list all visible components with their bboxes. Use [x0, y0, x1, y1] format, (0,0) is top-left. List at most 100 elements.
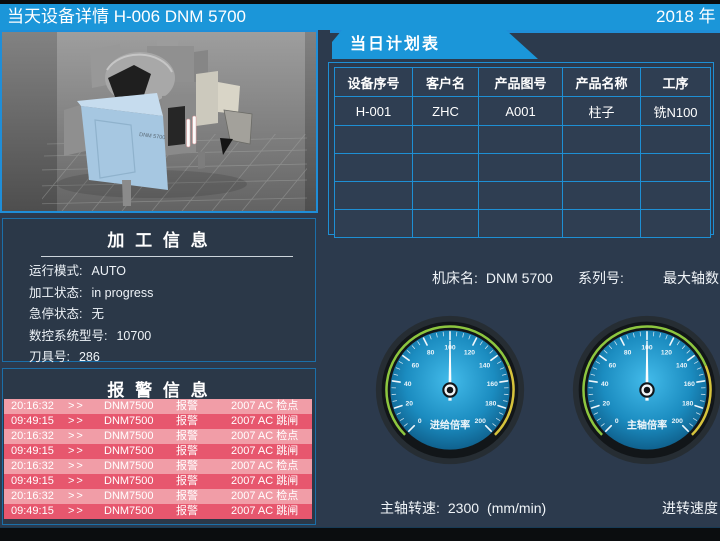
alarm-type: 报警 — [176, 504, 231, 519]
info-field-label: 加工状态: — [29, 286, 82, 300]
alarm-time: 09:49:15 — [4, 474, 68, 489]
plan-table-cell — [413, 126, 479, 154]
plan-table-cell — [335, 126, 413, 154]
spindle-override-gauge-label: 主轴倍率 — [627, 419, 667, 432]
info-field-label: 急停状态: — [29, 307, 82, 321]
spindle-speed-field: 主轴转速:2300(mm/min) — [380, 498, 546, 518]
plan-column-header: 产品图号 — [479, 68, 563, 97]
alarm-device: DNM7500 — [104, 429, 176, 444]
alarm-detail: 2007 AC 检点 — [231, 489, 312, 504]
info-field-label: 刀具号: — [29, 350, 70, 364]
alarm-type: 报警 — [176, 429, 231, 444]
alarm-arrows: >> — [68, 489, 104, 504]
header-bar: 当天设备详情 H-006 DNM 5700 2018 年 — [0, 4, 720, 30]
alarm-arrows: >> — [68, 414, 104, 429]
info-field-value: AUTO — [91, 264, 126, 278]
svg-text:20: 20 — [603, 401, 611, 408]
processing-info-title: 加 工 信 息 — [3, 219, 315, 251]
plan-table-cell — [479, 126, 563, 154]
tab-daily-plan[interactable]: 当日计划表 — [332, 30, 538, 59]
alarm-device: DNM7500 — [104, 444, 176, 459]
bottom-black-strip — [0, 527, 720, 541]
alarm-time: 20:16:32 — [4, 429, 68, 444]
title-underline — [41, 256, 293, 257]
alarm-detail: 2007 AC 跳闸 — [231, 444, 312, 459]
spindle-override-gauge: 020406080100120140160180200主轴倍率 — [570, 313, 720, 467]
svg-text:200: 200 — [475, 418, 486, 425]
info-field: 运行模式: AUTO — [29, 261, 315, 283]
alarm-device: DNM7500 — [104, 474, 176, 489]
plan-table-cell — [563, 126, 641, 154]
plan-table-cell: 铣N100 — [641, 97, 711, 126]
alarm-arrows: >> — [68, 459, 104, 474]
alarm-arrows: >> — [68, 444, 104, 459]
svg-text:200: 200 — [672, 418, 683, 425]
alarm-time: 09:49:15 — [4, 414, 68, 429]
alarm-type: 报警 — [176, 414, 231, 429]
machine-3d-panel: DNM 5700 — [0, 30, 318, 213]
plan-table-cell — [641, 182, 711, 210]
plan-table-cell — [563, 182, 641, 210]
alarm-arrows: >> — [68, 429, 104, 444]
alarm-arrows: >> — [68, 504, 104, 519]
info-field: 刀具号:286 — [29, 347, 315, 369]
plan-column-header: 产品名称 — [563, 68, 641, 97]
svg-text:140: 140 — [676, 362, 687, 369]
alarm-detail: 2007 AC 检点 — [231, 399, 312, 414]
alarm-type: 报警 — [176, 489, 231, 504]
spindle-speed-value: 2300 — [448, 500, 479, 516]
alarm-device: DNM7500 — [104, 459, 176, 474]
plan-table-head: 设备序号客户名产品图号产品名称工序 — [335, 68, 711, 97]
plan-table-cell — [563, 154, 641, 182]
machine-name-label: 机床名: — [432, 270, 478, 286]
svg-text:20: 20 — [406, 401, 414, 408]
info-field-value: in progress — [91, 286, 153, 300]
alarm-detail: 2007 AC 检点 — [231, 429, 312, 444]
feed-override-gauge-svg: 020406080100120140160180200进给倍率 — [373, 313, 527, 467]
alarm-type: 报警 — [176, 474, 231, 489]
svg-text:180: 180 — [682, 401, 693, 408]
plan-table-cell — [413, 154, 479, 182]
svg-text:60: 60 — [609, 362, 617, 369]
svg-text:0: 0 — [418, 418, 422, 425]
svg-text:40: 40 — [404, 381, 412, 388]
plan-table-cell — [335, 154, 413, 182]
info-field-label: 运行模式: — [29, 264, 82, 278]
feed-override-gauge: 020406080100120140160180200进给倍率 — [373, 313, 527, 467]
plan-table-row — [335, 210, 711, 238]
plan-table-cell: 柱子 — [563, 97, 641, 126]
svg-text:80: 80 — [624, 349, 632, 356]
svg-text:40: 40 — [601, 381, 609, 388]
svg-text:80: 80 — [427, 349, 435, 356]
svg-text:0: 0 — [615, 418, 619, 425]
alarm-type: 报警 — [176, 444, 231, 459]
alarm-device: DNM7500 — [104, 489, 176, 504]
series-number-field: 系列号: — [578, 268, 632, 288]
plan-table-cell — [563, 210, 641, 238]
plan-table-header-row: 设备序号客户名产品图号产品名称工序 — [335, 68, 711, 97]
plan-table-cell — [479, 154, 563, 182]
feed-speed-field: 进转速度 — [662, 498, 718, 518]
alarm-device: DNM7500 — [104, 399, 176, 414]
max-axis-label: 最大轴数 — [663, 270, 719, 286]
plan-table-cell: ZHC — [413, 97, 479, 126]
feed-override-gauge-label: 进给倍率 — [430, 419, 470, 432]
info-field-value: 10700 — [116, 329, 151, 343]
alarm-detail: 2007 AC 跳闸 — [231, 474, 312, 489]
alarm-time: 20:16:32 — [4, 399, 68, 414]
daily-plan-title: 当日计划表 — [350, 30, 538, 59]
plan-table-row — [335, 182, 711, 210]
plan-table-cell — [641, 126, 711, 154]
plan-table-cell: H-001 — [335, 97, 413, 126]
plan-table-cell — [479, 210, 563, 238]
plan-table-cell — [335, 182, 413, 210]
plan-column-header: 设备序号 — [335, 68, 413, 97]
alarm-arrows: >> — [68, 399, 104, 414]
